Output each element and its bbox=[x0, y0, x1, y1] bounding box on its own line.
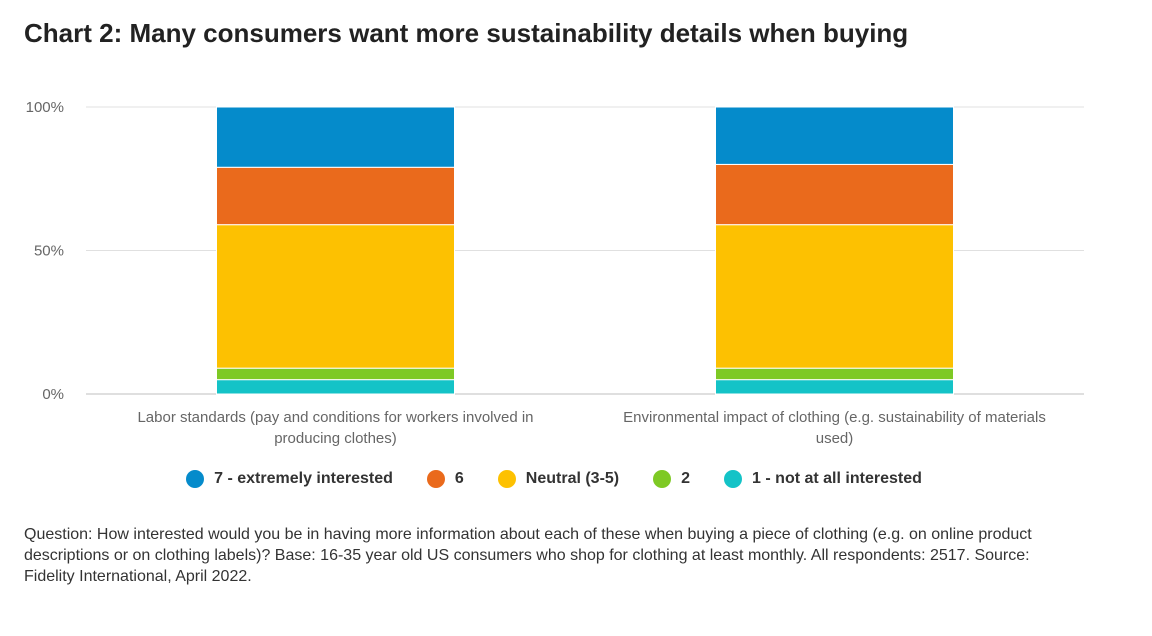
chart-title: Chart 2: Many consumers want more sustai… bbox=[24, 18, 909, 48]
x-category-label: Labor standards (pay and conditions for … bbox=[137, 409, 533, 426]
legend-swatch bbox=[186, 470, 205, 488]
legend-item[interactable]: 7 - extremely interested bbox=[186, 470, 393, 488]
bar-segment bbox=[715, 224, 954, 369]
legend-swatch bbox=[497, 470, 516, 488]
y-tick-label: 100% bbox=[26, 99, 64, 116]
bar-segment bbox=[216, 224, 455, 369]
bar-segment bbox=[715, 379, 954, 395]
legend-swatch bbox=[653, 470, 672, 488]
x-category-label: Environmental impact of clothing (e.g. s… bbox=[623, 409, 1046, 426]
chart-legend: 7 - extremely interested 6 Neutral (3-5) 2 1… bbox=[0, 470, 1108, 488]
chart-footnote: Question: How interested would you be in… bbox=[24, 526, 1032, 585]
legend-swatch bbox=[426, 470, 445, 488]
legend-label: 1 - not at all interested bbox=[752, 470, 922, 487]
bar-segment bbox=[715, 106, 954, 165]
bar-segment bbox=[715, 367, 954, 381]
legend-item[interactable]: 1 - not at all interested bbox=[724, 470, 922, 488]
stacked-bar-chart: 0% 50% 100% Labor standards (pay and condit… bbox=[26, 99, 1084, 447]
legend-label: 2 bbox=[681, 470, 691, 487]
legend-swatch bbox=[724, 470, 743, 488]
legend-item[interactable]: 2 bbox=[653, 470, 690, 488]
legend-label: 6 bbox=[454, 470, 464, 487]
x-category-label: producing clothes) bbox=[274, 430, 397, 447]
bar-segment bbox=[715, 163, 954, 226]
bar-segment bbox=[216, 379, 455, 395]
bar-segment bbox=[216, 106, 455, 168]
bar-segment bbox=[216, 166, 455, 226]
legend-label: Neutral (3-5) bbox=[525, 470, 620, 487]
x-category-label: used) bbox=[816, 430, 854, 447]
legend-item[interactable]: 6 bbox=[426, 470, 464, 488]
y-tick-label: 0% bbox=[42, 386, 64, 403]
y-tick-label: 50% bbox=[34, 243, 64, 260]
legend-item[interactable]: Neutral (3-5) bbox=[497, 470, 620, 488]
bar-segment bbox=[216, 367, 455, 381]
legend-label: 7 - extremely interested bbox=[214, 470, 393, 487]
